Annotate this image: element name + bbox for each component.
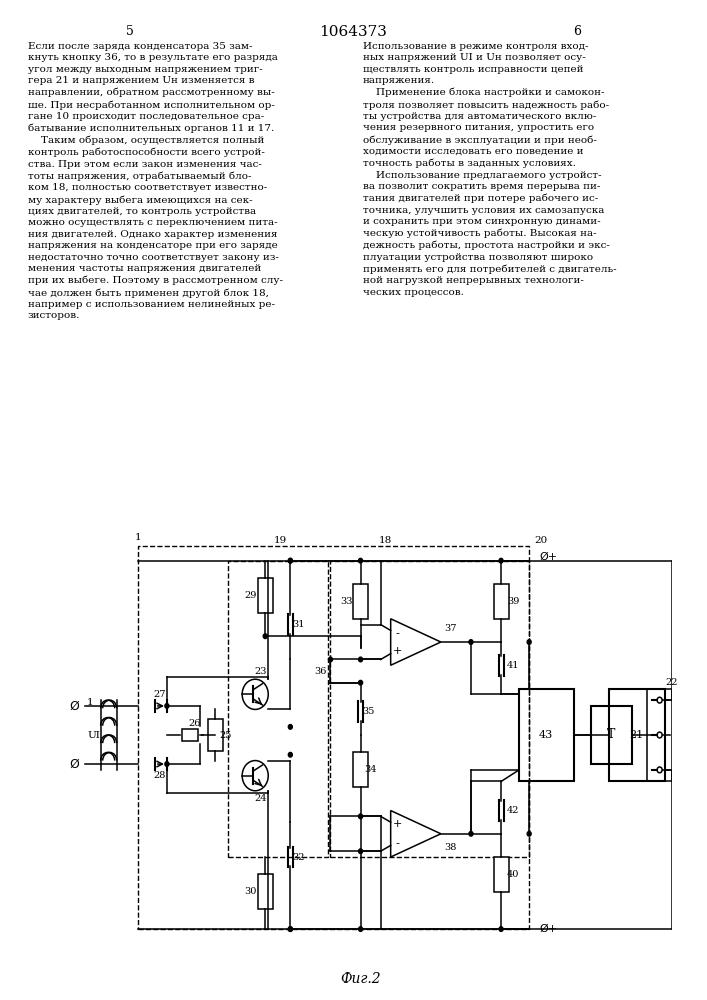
Text: 40: 40 xyxy=(507,870,519,879)
Text: 26: 26 xyxy=(189,719,201,728)
Bar xyxy=(182,729,197,741)
Circle shape xyxy=(288,725,292,729)
Bar xyxy=(258,578,273,613)
Circle shape xyxy=(358,558,363,563)
Text: -: - xyxy=(396,838,399,848)
Text: +: + xyxy=(393,646,402,656)
Text: 19: 19 xyxy=(274,536,287,545)
Text: Использование в режиме контроля вход-
ных напряжений UΙ и Uн позволяет осу-
щест: Использование в режиме контроля вход- ны… xyxy=(363,42,617,297)
Text: 32: 32 xyxy=(292,853,305,862)
Text: T: T xyxy=(607,728,616,742)
Text: 22: 22 xyxy=(665,678,678,687)
Circle shape xyxy=(527,640,531,644)
Text: Фиг.2: Фиг.2 xyxy=(340,972,381,986)
Text: 39: 39 xyxy=(507,597,519,606)
Bar xyxy=(330,561,529,857)
Bar xyxy=(647,689,672,781)
Text: Ø+: Ø+ xyxy=(539,924,557,934)
Text: 33: 33 xyxy=(340,597,353,606)
Text: Ø+: Ø+ xyxy=(539,552,557,562)
Bar xyxy=(493,584,508,619)
Text: 42: 42 xyxy=(507,806,520,815)
Text: 34: 34 xyxy=(364,765,377,774)
Circle shape xyxy=(499,558,503,563)
Text: +: + xyxy=(393,819,402,829)
Circle shape xyxy=(288,558,292,563)
Bar xyxy=(519,689,574,781)
Text: 21: 21 xyxy=(629,730,643,740)
Bar xyxy=(493,857,508,892)
Text: 1: 1 xyxy=(86,698,93,707)
Text: 1064373: 1064373 xyxy=(319,25,387,39)
Text: 37: 37 xyxy=(445,624,457,633)
Circle shape xyxy=(358,927,363,931)
Circle shape xyxy=(358,814,363,819)
Text: 23: 23 xyxy=(254,667,267,676)
Text: 29: 29 xyxy=(244,591,257,600)
Text: 20: 20 xyxy=(534,536,548,545)
Circle shape xyxy=(263,634,267,639)
Circle shape xyxy=(165,704,169,708)
Bar xyxy=(609,689,665,781)
Text: Ø: Ø xyxy=(70,758,79,771)
Bar xyxy=(258,874,273,909)
Bar xyxy=(353,584,368,619)
Text: 6: 6 xyxy=(573,25,581,38)
Bar xyxy=(228,561,329,857)
Circle shape xyxy=(288,927,292,931)
Text: 43: 43 xyxy=(539,730,554,740)
Circle shape xyxy=(499,927,503,931)
Text: 27: 27 xyxy=(153,690,166,699)
Text: 36: 36 xyxy=(314,667,327,676)
Text: 31: 31 xyxy=(292,620,305,629)
Circle shape xyxy=(469,640,473,644)
Text: 5: 5 xyxy=(126,25,134,38)
Circle shape xyxy=(329,657,332,662)
Circle shape xyxy=(165,762,169,766)
Text: 1: 1 xyxy=(134,533,141,542)
Text: Если после заряда конденсатора 35 зам-
кнуть кнопку 36, то в результате его разр: Если после заряда конденсатора 35 зам- к… xyxy=(28,42,283,320)
Circle shape xyxy=(288,558,292,563)
Text: 41: 41 xyxy=(507,661,520,670)
Circle shape xyxy=(358,680,363,685)
Text: 25: 25 xyxy=(219,730,231,740)
Circle shape xyxy=(527,831,531,836)
Bar xyxy=(353,752,368,787)
Text: 18: 18 xyxy=(379,536,392,545)
Text: 35: 35 xyxy=(363,707,375,716)
Circle shape xyxy=(288,927,292,931)
Text: 38: 38 xyxy=(445,843,457,852)
Bar xyxy=(591,706,631,764)
Bar xyxy=(208,719,223,751)
Circle shape xyxy=(288,752,292,757)
Text: Ø: Ø xyxy=(70,699,79,712)
Text: 28: 28 xyxy=(153,771,166,780)
Bar xyxy=(138,546,529,929)
Circle shape xyxy=(358,849,363,854)
Text: 24: 24 xyxy=(254,794,267,803)
Text: -: - xyxy=(396,628,399,638)
Circle shape xyxy=(358,657,363,662)
Text: UΙ: UΙ xyxy=(87,730,100,740)
Text: 30: 30 xyxy=(244,887,257,896)
Circle shape xyxy=(469,831,473,836)
